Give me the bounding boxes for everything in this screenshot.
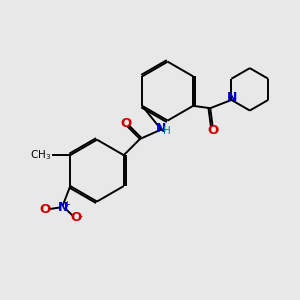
- Text: N: N: [156, 122, 166, 135]
- Text: N: N: [227, 91, 237, 104]
- Text: O: O: [120, 117, 131, 130]
- Text: N: N: [58, 201, 68, 214]
- Text: CH$_3$: CH$_3$: [30, 148, 51, 162]
- Text: O: O: [207, 124, 218, 137]
- Text: +: +: [63, 200, 70, 209]
- Text: H: H: [163, 126, 170, 136]
- Text: -: -: [79, 212, 83, 221]
- Text: O: O: [40, 202, 51, 215]
- Text: O: O: [70, 212, 82, 224]
